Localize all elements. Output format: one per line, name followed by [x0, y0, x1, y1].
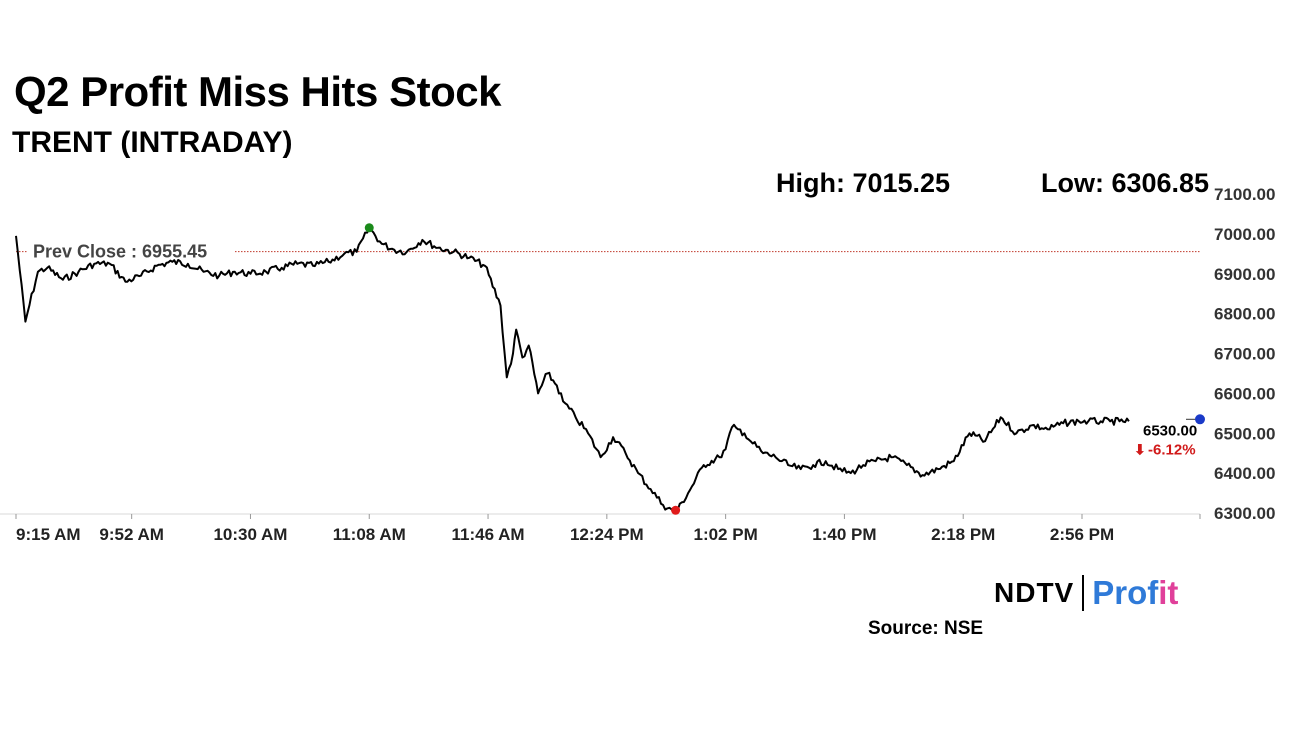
- day-high-label: High: 7015.25: [776, 168, 951, 198]
- chart-title: Q2 Profit Miss Hits Stock: [14, 68, 501, 115]
- chart-subtitle: TRENT (INTRADAY): [12, 126, 293, 159]
- x-tick-label: 11:08 AM: [333, 525, 406, 544]
- logo-divider: [1082, 575, 1085, 611]
- y-tick-label: 7100.00: [1214, 185, 1275, 204]
- x-tick-label: 9:52 AM: [99, 525, 164, 544]
- source-note: Source: NSE: [868, 618, 984, 639]
- y-tick-label: 6600.00: [1214, 384, 1275, 403]
- x-tick-label: 12:24 PM: [570, 525, 644, 544]
- prev-close-label: Prev Close : 6955.45: [33, 242, 207, 262]
- x-tick-label: 2:56 PM: [1050, 525, 1114, 544]
- x-tick-label: 2:18 PM: [931, 525, 995, 544]
- last-price-marker: [1195, 414, 1205, 425]
- y-tick-label: 6400.00: [1214, 464, 1275, 483]
- day-low-label: Low: 6306.85: [1041, 168, 1210, 198]
- price-line: [15, 226, 1130, 514]
- x-tick-label: 10:30 AM: [213, 525, 287, 544]
- x-tick-label: 1:02 PM: [693, 525, 757, 544]
- y-tick-label: 6800.00: [1214, 305, 1275, 324]
- change-percent-label: -6.12%: [1148, 441, 1196, 458]
- logo-profit-part-a: Prof: [1092, 574, 1159, 611]
- x-tick-label: 9:15 AM: [16, 525, 81, 544]
- day-low-marker: [671, 505, 681, 515]
- ndtv-profit-logo: NDTV Profit: [994, 574, 1178, 614]
- y-tick-label: 6300.00: [1214, 504, 1275, 523]
- prev-close-label-bg: [28, 237, 234, 260]
- logo-ndtv-text: NDTV: [994, 577, 1075, 608]
- logo-profit-part-b: it: [1158, 574, 1179, 611]
- y-tick-label: 6900.00: [1214, 265, 1275, 284]
- y-tick-label: 6700.00: [1214, 345, 1275, 364]
- y-tick-label: 7000.00: [1214, 225, 1275, 244]
- last-price-label: 6530.00: [1143, 422, 1197, 439]
- day-high-marker: [364, 223, 374, 233]
- change-arrow-icon: ⬇: [1134, 441, 1146, 457]
- y-tick-label: 6500.00: [1214, 424, 1275, 443]
- x-tick-label: 1:40 PM: [812, 525, 876, 544]
- logo-profit-text: Profit: [1092, 574, 1178, 611]
- x-tick-label: 11:46 AM: [452, 525, 525, 544]
